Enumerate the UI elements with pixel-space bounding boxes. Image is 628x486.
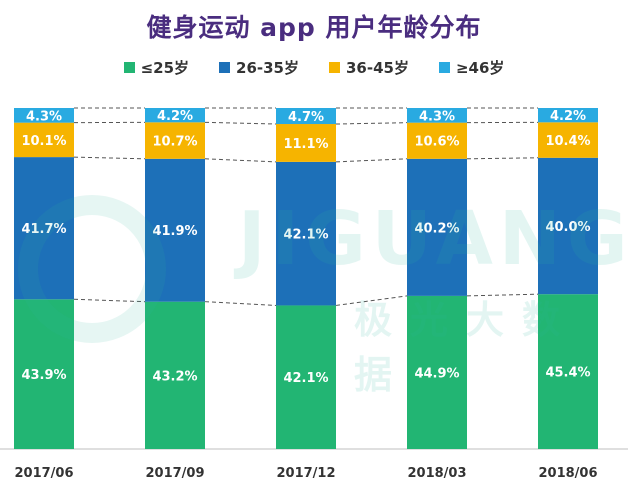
- bar-segment: [276, 108, 336, 125]
- connector-line: [335, 158, 408, 163]
- data-label: 4.2%: [157, 109, 193, 124]
- bar-segment: [276, 305, 336, 449]
- legend-label-36-45: 36-45岁: [346, 59, 409, 77]
- bar-segment: [538, 157, 598, 295]
- legend-swatch-ge46: [438, 62, 450, 73]
- connector-line: [73, 156, 146, 160]
- legend-swatch-26-35: [219, 62, 231, 73]
- data-label: 42.1%: [283, 228, 328, 243]
- bar-segment: [145, 158, 205, 302]
- bar-segment: [538, 108, 598, 123]
- data-label: 4.3%: [26, 109, 62, 124]
- legend-label-26-35: 26-35岁: [236, 59, 299, 77]
- data-label: 44.9%: [414, 366, 459, 381]
- bar-segment: [14, 157, 74, 300]
- bar-segment: [407, 158, 467, 296]
- connector-line: [335, 295, 408, 306]
- bar-segment: [14, 299, 74, 449]
- bar-segment: [407, 108, 467, 123]
- bar-segment: [14, 108, 74, 123]
- x-tick-label: 2017/06: [14, 466, 73, 481]
- x-tick-label: 2018/06: [538, 466, 597, 481]
- data-label: 41.7%: [21, 222, 66, 237]
- data-label: 43.9%: [21, 368, 66, 383]
- legend-label-le25: ≤25岁: [140, 59, 190, 77]
- legend-item-ge46: ≥46岁: [438, 57, 505, 78]
- data-label: 41.9%: [152, 224, 197, 239]
- bar-segment: [538, 122, 598, 158]
- legend-item-36-45: 36-45岁: [329, 57, 409, 78]
- data-label: 4.2%: [550, 109, 586, 124]
- bar-segment: [145, 122, 205, 159]
- data-label: 45.4%: [545, 366, 590, 381]
- connector-line: [466, 157, 539, 160]
- data-label: 40.2%: [414, 221, 459, 236]
- data-label: 11.1%: [283, 137, 328, 152]
- connector-line: [204, 301, 277, 306]
- bar-segment: [538, 294, 598, 449]
- data-label: 10.1%: [21, 134, 66, 149]
- bar-segment: [407, 295, 467, 449]
- legend: ≤25岁 26-35岁 36-45岁 ≥46岁: [0, 57, 628, 78]
- data-label: 40.0%: [545, 220, 590, 235]
- data-label: 43.2%: [152, 369, 197, 384]
- bar-segment: [276, 124, 336, 162]
- x-tick-label: 2017/12: [276, 466, 335, 481]
- bar-segment: [407, 122, 467, 159]
- data-label: 10.7%: [152, 135, 197, 150]
- data-label: 4.7%: [288, 110, 324, 125]
- legend-swatch-le25: [123, 62, 135, 73]
- bar-segment: [14, 122, 74, 158]
- bar-segment: [145, 108, 205, 123]
- legend-item-le25: ≤25岁: [123, 57, 190, 78]
- data-label: 42.1%: [283, 371, 328, 386]
- connector-line: [73, 298, 146, 303]
- data-label: 10.4%: [545, 134, 590, 149]
- x-tick-label: 2018/03: [407, 466, 466, 481]
- connector-line: [204, 158, 277, 163]
- connector-line: [466, 293, 539, 297]
- bar-segment: [145, 301, 205, 449]
- connector-line: [335, 122, 408, 125]
- connector-line: [204, 121, 277, 125]
- data-label: 4.3%: [419, 109, 455, 124]
- legend-swatch-36-45: [329, 62, 340, 73]
- legend-item-26-35: 26-35岁: [219, 57, 299, 78]
- bar-segment: [276, 161, 336, 306]
- chart-title: 健身运动 app 用户年龄分布: [146, 13, 482, 42]
- legend-label-ge46: ≥46岁: [455, 59, 505, 77]
- data-label: 10.6%: [414, 135, 459, 150]
- x-tick-label: 2017/09: [145, 466, 204, 481]
